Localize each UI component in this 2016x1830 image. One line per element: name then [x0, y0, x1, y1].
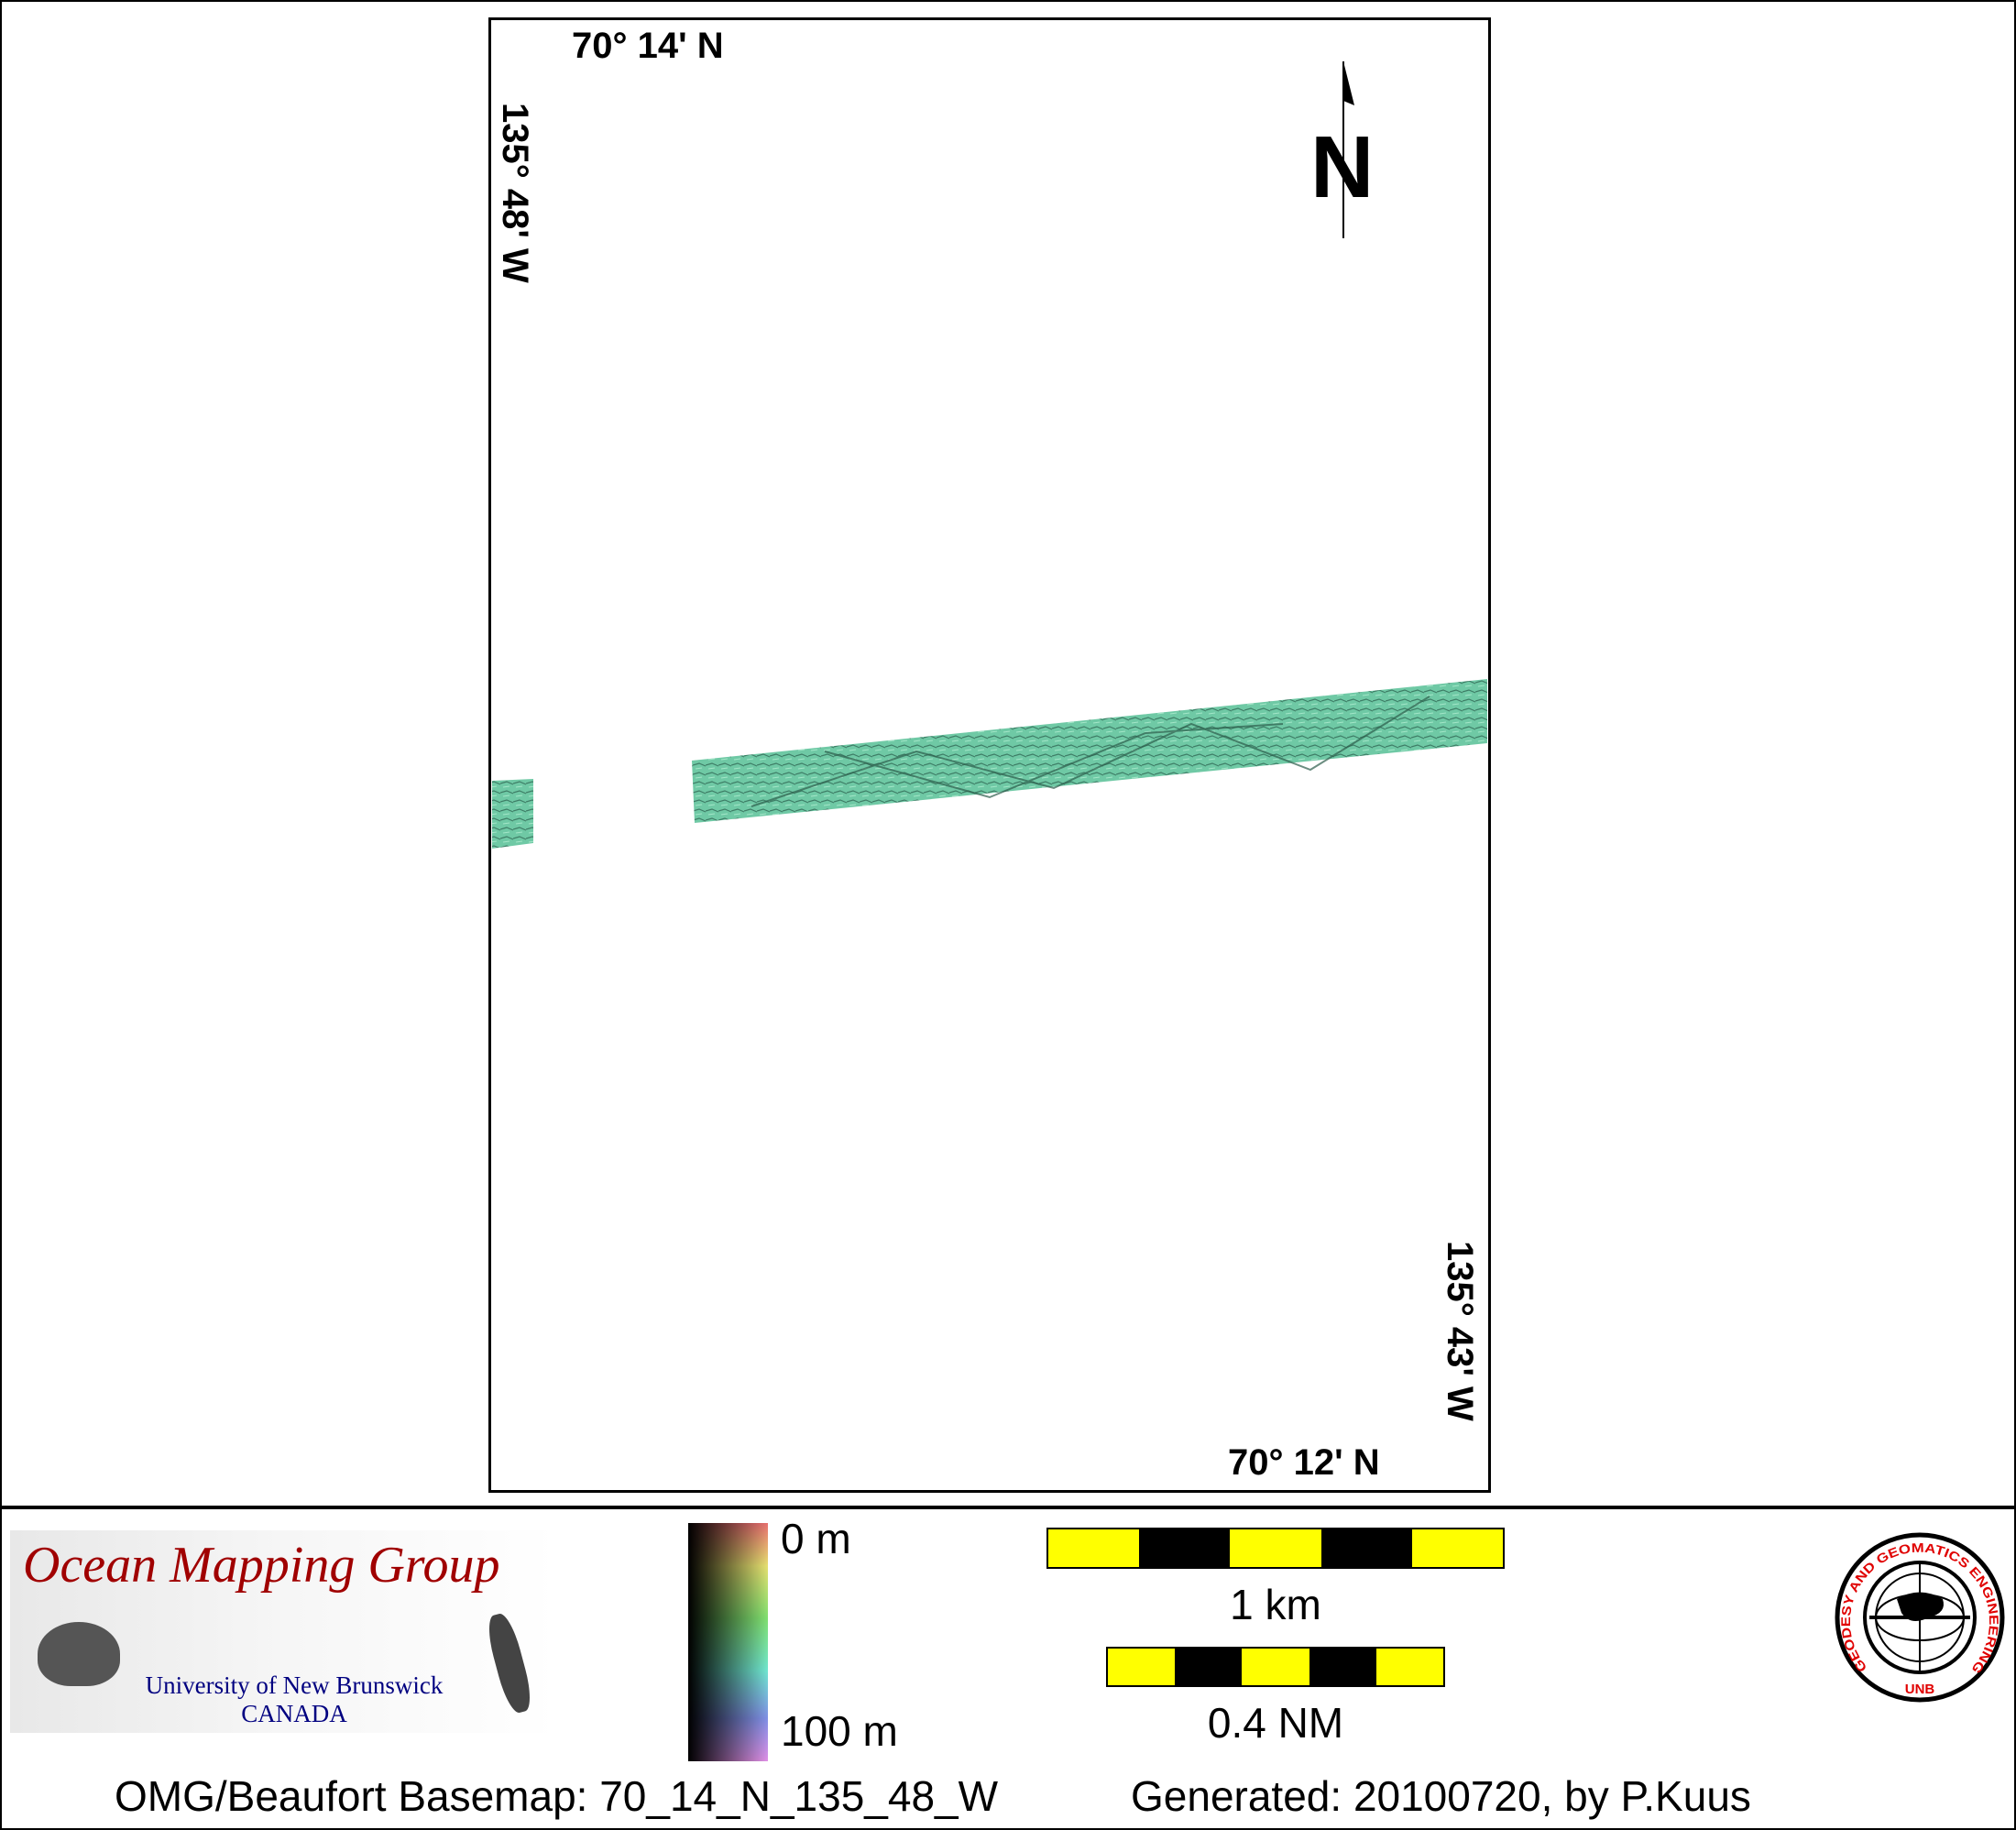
logo-sonar-image — [483, 1610, 536, 1716]
footer-basemap: OMG/Beaufort Basemap: 70_14_N_135_48_W — [115, 1772, 999, 1820]
map-canvas — [492, 61, 1487, 849]
right-longitude: 135° 43' W — [1440, 1241, 1480, 1421]
left-longitude: 135° 48' W — [495, 103, 535, 283]
legend-separator — [0, 1506, 2016, 1509]
unb-logo-bottom-text: UNB — [1905, 1682, 1935, 1697]
north-arrow-icon — [1342, 61, 1354, 238]
depth-colorbar — [688, 1523, 768, 1761]
logo-country: CANADA — [241, 1700, 347, 1727]
logo-sonar-image — [38, 1622, 120, 1686]
bathymetry-swath-main — [692, 679, 1487, 823]
ocean-mapping-group-logo: Ocean Mapping Group University of New Br… — [10, 1530, 556, 1733]
top-left-latitude: 70° 14' N — [572, 26, 724, 66]
map-frame — [488, 17, 1491, 1493]
scale-km-label: 1 km — [1230, 1581, 1321, 1628]
swath-tracks — [751, 696, 1430, 807]
colorbar-top-label: 0 m — [781, 1515, 851, 1562]
logo-title: Ocean Mapping Group — [23, 1537, 500, 1594]
scale-nm-label: 0.4 NM — [1207, 1699, 1344, 1747]
scale-bar-km — [1046, 1528, 1505, 1569]
unb-geodesy-logo: GEODESY AND GEOMATICS ENGINEERING UNB — [1835, 1532, 2005, 1703]
colorbar-bottom-label: 100 m — [781, 1707, 898, 1755]
north-label: N — [1310, 118, 1375, 216]
bottom-right-latitude: 70° 12' N — [1228, 1442, 1380, 1483]
footer-generated: Generated: 20100720, by P.Kuus — [1131, 1772, 1751, 1820]
bathymetry-swath-left — [492, 779, 533, 849]
scale-bar-nm — [1106, 1647, 1445, 1687]
logo-university: University of New Brunswick — [145, 1671, 444, 1699]
